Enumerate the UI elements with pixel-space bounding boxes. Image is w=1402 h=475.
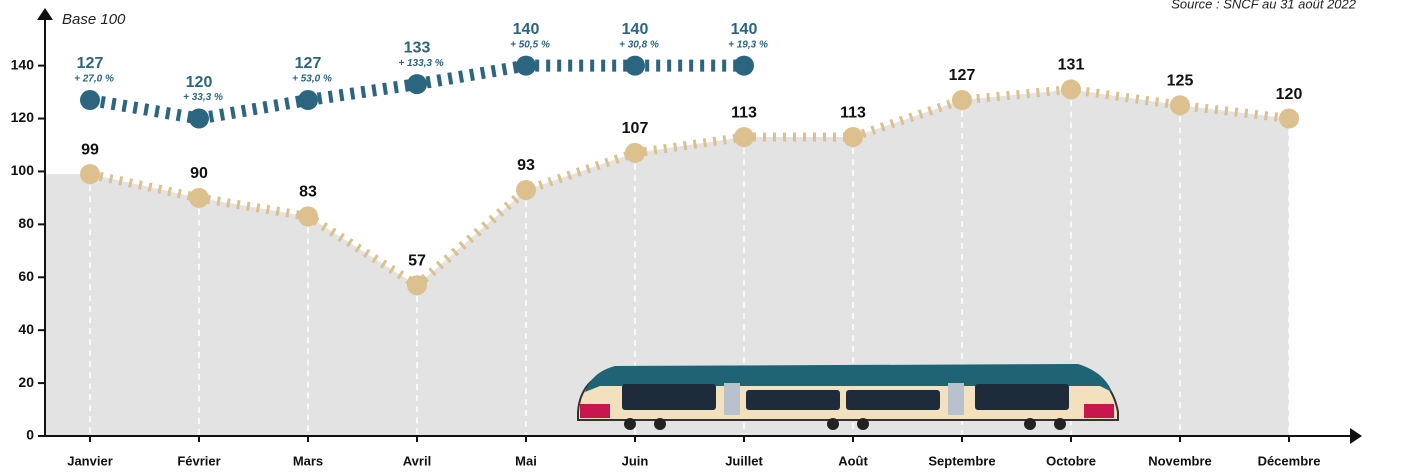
x-tick-label: Août [838, 453, 868, 468]
train-window [846, 390, 940, 410]
data-label: 83 [299, 184, 317, 201]
x-tick-label: Juillet [725, 453, 763, 468]
data-point [298, 206, 318, 227]
y-tick-label: 20 [18, 374, 34, 390]
data-point [516, 179, 536, 200]
change-label: + 19,3 % [728, 39, 768, 50]
train-door [948, 383, 964, 415]
y-tick-label: 80 [18, 215, 34, 231]
data-label: 57 [408, 252, 426, 269]
x-tick-label: Janvier [67, 453, 113, 468]
y-axis-arrow [37, 8, 53, 20]
data-point [625, 55, 645, 76]
change-label: + 53,0 % [292, 74, 332, 85]
data-point [189, 108, 209, 129]
data-label: 107 [622, 120, 649, 137]
train-illustration [577, 364, 1119, 430]
train-logo [580, 404, 610, 418]
data-point [80, 164, 100, 185]
area-layer [45, 89, 1289, 436]
data-label: 113 [731, 104, 757, 121]
change-label: + 50,5 % [510, 39, 550, 50]
x-tick-label: Mars [293, 453, 323, 468]
data-point [952, 90, 972, 111]
x-tick-label: Mai [515, 453, 537, 468]
data-label: 120 [1276, 86, 1303, 103]
change-label: + 27,0 % [74, 74, 114, 85]
y-tick-label: 60 [18, 268, 34, 284]
change-label: + 33,3 % [183, 92, 223, 103]
y-tick-label: 40 [18, 321, 34, 337]
train-door [724, 383, 740, 415]
data-point [1279, 108, 1299, 129]
data-point [734, 55, 754, 76]
data-label: 140 [622, 21, 649, 38]
data-point [734, 127, 754, 148]
x-tick-label: Avril [403, 453, 431, 468]
data-label: 113 [840, 104, 866, 121]
x-tick-label: Octobre [1046, 453, 1096, 468]
data-label: 127 [949, 67, 976, 84]
change-label: + 133,3 % [398, 58, 443, 69]
data-point [516, 55, 536, 76]
y-tick-label: 100 [11, 162, 35, 178]
train-wheel [624, 418, 636, 430]
train-wheel [1054, 418, 1066, 430]
data-point [625, 142, 645, 163]
data-point [1061, 79, 1081, 100]
y-tick-label: 0 [26, 427, 34, 443]
data-point [1170, 95, 1190, 116]
data-label: 120 [186, 74, 213, 91]
data-label: 127 [77, 55, 104, 72]
data-label: 140 [731, 21, 758, 38]
area [45, 89, 1289, 436]
x-tick-label: Septembre [928, 453, 995, 468]
train-wheel [654, 418, 666, 430]
train-window [622, 384, 716, 410]
chart-title: Base 100 [62, 11, 126, 28]
data-point [843, 127, 863, 148]
data-label: 90 [190, 165, 208, 182]
data-label: 99 [81, 141, 99, 158]
x-tick-label: Novembre [1148, 453, 1212, 468]
train-window [975, 384, 1069, 410]
train-window [746, 390, 840, 410]
train-wheel [1024, 418, 1036, 430]
data-label: 127 [295, 55, 322, 72]
train-wheel [857, 418, 869, 430]
data-point [189, 187, 209, 208]
x-axis-arrow [1350, 428, 1362, 444]
change-label: + 30,8 % [619, 39, 659, 50]
data-label: 93 [517, 157, 535, 174]
source: Source : SNCF au 31 août 2022 [1171, 0, 1357, 11]
y-tick-label: 140 [11, 56, 35, 72]
x-tick-label: Février [177, 453, 220, 468]
data-point [407, 275, 427, 296]
data-point [80, 90, 100, 111]
x-tick-label: Juin [622, 453, 649, 468]
x-tick-label: Décembre [1258, 453, 1321, 468]
data-point [407, 74, 427, 95]
train-logo [1084, 404, 1114, 418]
train-wheel [827, 418, 839, 430]
data-label: 133 [404, 39, 431, 56]
data-label: 140 [513, 21, 540, 38]
data-label: 131 [1058, 57, 1085, 74]
data-point [298, 90, 318, 111]
y-tick-label: 120 [11, 109, 35, 125]
data-label: 125 [1167, 73, 1194, 90]
